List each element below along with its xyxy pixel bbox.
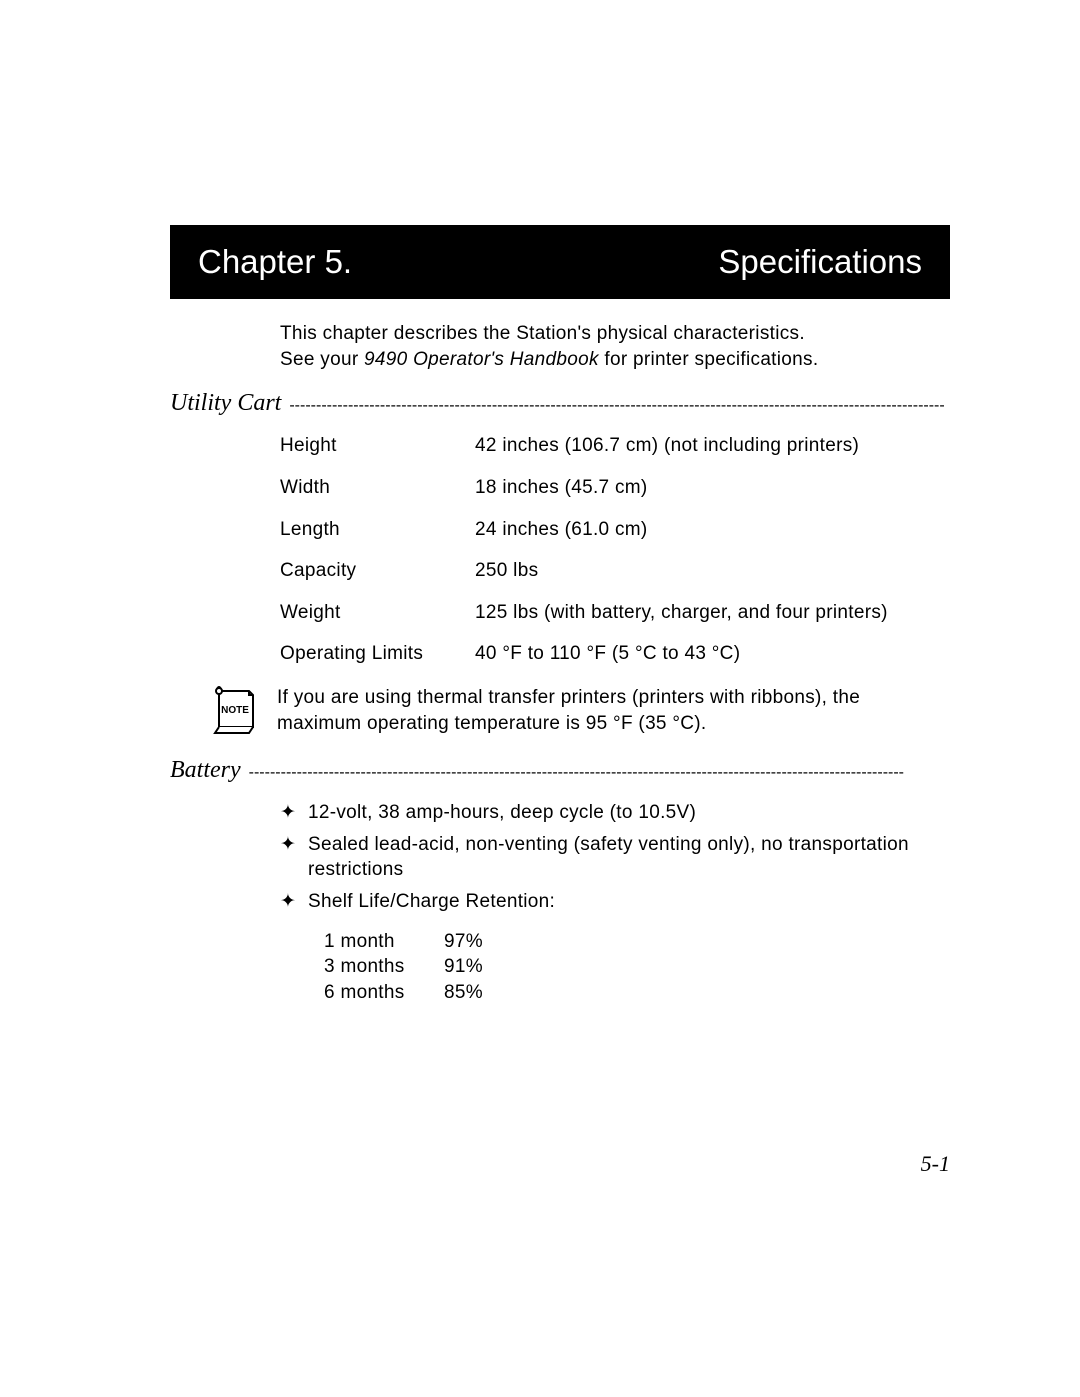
retention-period: 3 months [324, 954, 444, 980]
spec-row: Width 18 inches (45.7 cm) [280, 475, 950, 501]
spec-value: 18 inches (45.7 cm) [475, 475, 950, 501]
spec-label: Width [280, 475, 475, 501]
spec-label: Height [280, 433, 475, 459]
diamond-bullet-icon: ✦ [280, 889, 308, 915]
note-icon: NOTE [205, 683, 263, 741]
page-number: 5-1 [921, 1151, 950, 1177]
retention-pct: 97% [444, 929, 483, 955]
chapter-banner: Chapter 5. Specifications [170, 225, 950, 299]
retention-table: 1 month 97% 3 months 91% 6 months 85% [324, 929, 950, 1006]
note-block: NOTE If you are using thermal transfer p… [205, 683, 950, 741]
chapter-title: Specifications [718, 243, 922, 281]
spec-label: Weight [280, 600, 475, 626]
note-text: If you are using thermal transfer printe… [277, 683, 950, 736]
spec-row: Length 24 inches (61.0 cm) [280, 517, 950, 543]
spec-label: Length [280, 517, 475, 543]
retention-period: 1 month [324, 929, 444, 955]
section-title-utility-cart: Utility Cart [170, 390, 281, 417]
section-title-battery: Battery [170, 757, 241, 784]
spec-row: Operating Limits 40 °F to 110 °F (5 °C t… [280, 641, 950, 667]
spec-value: 40 °F to 110 °F (5 °C to 43 °C) [475, 641, 950, 667]
spec-row: Weight 125 lbs (with battery, charger, a… [280, 600, 950, 626]
spec-label: Operating Limits [280, 641, 475, 667]
diamond-bullet-icon: ✦ [280, 800, 308, 826]
page-content: Chapter 5. Specifications This chapter d… [0, 0, 1080, 1006]
bullet-item: ✦ 12-volt, 38 amp-hours, deep cycle (to … [280, 800, 950, 826]
spec-value: 125 lbs (with battery, charger, and four… [475, 600, 950, 626]
bullet-text: Sealed lead-acid, non-venting (safety ve… [308, 832, 950, 883]
intro-handbook-title: 9490 Operator's Handbook [364, 349, 599, 370]
section-head-utility-cart: Utility Cart ---------------------------… [170, 390, 950, 417]
diamond-bullet-icon: ✦ [280, 832, 308, 883]
spec-row: Height 42 inches (106.7 cm) (not includi… [280, 433, 950, 459]
intro-paragraph: This chapter describes the Station's phy… [280, 321, 950, 372]
intro-line2c: for printer specifications. [599, 349, 819, 370]
spec-value: 42 inches (106.7 cm) (not including prin… [475, 433, 950, 459]
chapter-label: Chapter 5. [198, 243, 352, 281]
retention-pct: 85% [444, 980, 483, 1006]
spec-value: 250 lbs [475, 558, 950, 584]
utility-cart-specs: Height 42 inches (106.7 cm) (not includi… [280, 433, 950, 667]
spec-value: 24 inches (61.0 cm) [475, 517, 950, 543]
section-rule: ----------------------------------------… [249, 764, 950, 782]
section-head-battery: Battery --------------------------------… [170, 757, 950, 784]
retention-row: 1 month 97% [324, 929, 950, 955]
intro-line1: This chapter describes the Station's phy… [280, 323, 805, 344]
retention-row: 3 months 91% [324, 954, 950, 980]
retention-pct: 91% [444, 954, 483, 980]
section-rule: ----------------------------------------… [289, 397, 950, 415]
bullet-item: ✦ Shelf Life/Charge Retention: [280, 889, 950, 915]
note-label: NOTE [221, 705, 249, 716]
spec-row: Capacity 250 lbs [280, 558, 950, 584]
battery-bullets: ✦ 12-volt, 38 amp-hours, deep cycle (to … [280, 800, 950, 915]
retention-row: 6 months 85% [324, 980, 950, 1006]
bullet-text: 12-volt, 38 amp-hours, deep cycle (to 10… [308, 800, 950, 826]
bullet-item: ✦ Sealed lead-acid, non-venting (safety … [280, 832, 950, 883]
intro-line2a: See your [280, 349, 364, 370]
spec-label: Capacity [280, 558, 475, 584]
bullet-text: Shelf Life/Charge Retention: [308, 889, 950, 915]
retention-period: 6 months [324, 980, 444, 1006]
